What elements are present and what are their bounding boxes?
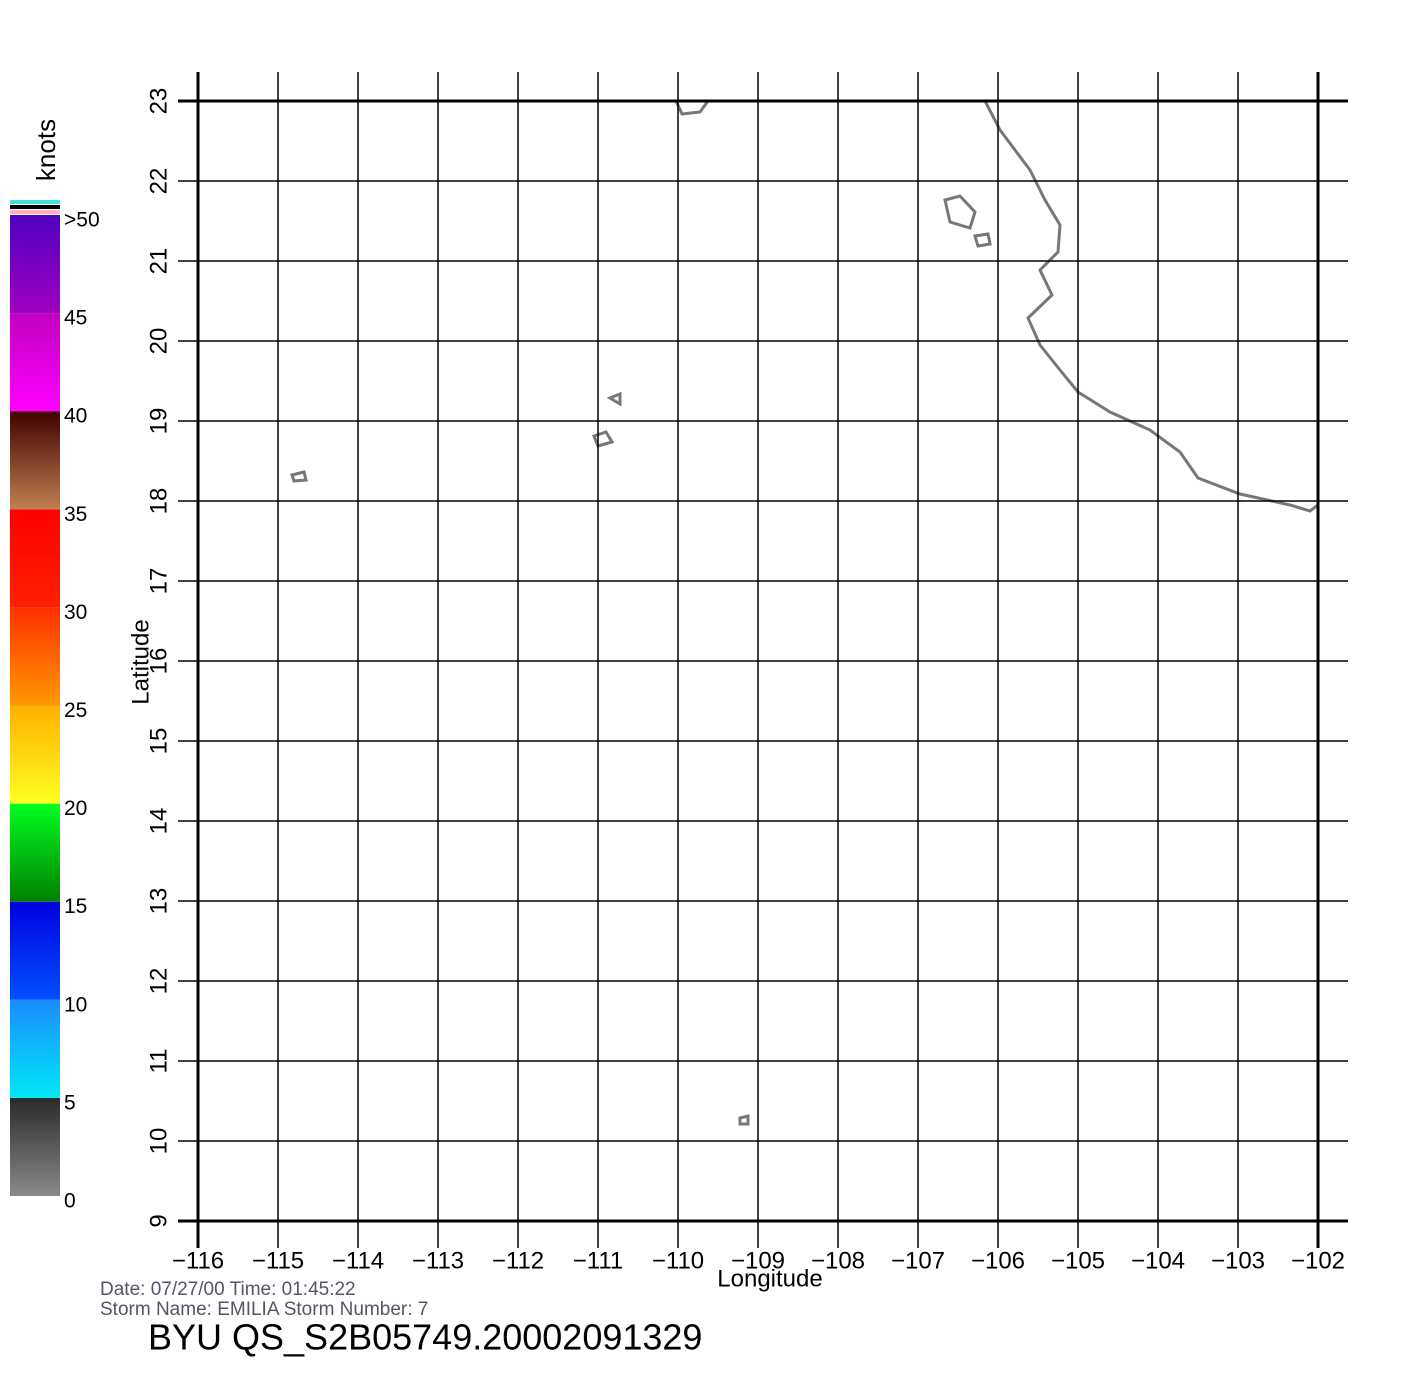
product-title: BYU QS_S2B05749.20002091329 <box>148 1317 702 1358</box>
colorbar-tick-label: 20 <box>64 797 87 820</box>
x-tick-label: −110 <box>652 1247 704 1274</box>
info-line: Storm Name: EMILIA Storm Number: 7 <box>100 1299 428 1320</box>
y-tick-label: 18 <box>145 488 172 515</box>
y-tick-label: 19 <box>145 408 172 435</box>
info-line: Date: 07/27/00 Time: 01:45:22 <box>100 1279 356 1300</box>
y-tick-label: 23 <box>145 88 172 115</box>
y-tick-label: 21 <box>145 248 172 275</box>
colorbar-band <box>10 313 60 412</box>
colorbar-cap <box>10 205 60 209</box>
colorbar-band <box>10 803 60 902</box>
colorbar-tick-label: 25 <box>64 699 87 722</box>
x-tick-label: −102 <box>1291 1247 1345 1274</box>
x-tick-label: −109 <box>731 1247 785 1274</box>
colorbar: 0 5 10 15 20 25 30 35 40 45 >50 <box>10 200 100 1213</box>
x-tick-label: −115 <box>252 1247 304 1274</box>
y-tick-label: 17 <box>145 568 172 595</box>
x-tick-label: −106 <box>971 1247 1025 1274</box>
x-tick-label: −108 <box>811 1247 865 1274</box>
x-tick-label: −107 <box>891 1247 945 1274</box>
y-tick-label: 16 <box>145 648 172 675</box>
colorbar-cap <box>10 210 60 214</box>
colorbar-title: knots <box>31 119 61 181</box>
y-tick-label: 13 <box>145 888 172 915</box>
colorbar-band <box>10 607 60 706</box>
coastline <box>290 100 1319 1126</box>
x-tick-label: −112 <box>492 1247 544 1274</box>
y-tick-label: 15 <box>145 728 172 755</box>
colorbar-tick-label: 10 <box>64 993 87 1016</box>
y-tick-label: 20 <box>145 328 172 355</box>
x-tick-label: −105 <box>1051 1247 1105 1274</box>
y-tick-label: 12 <box>145 968 172 995</box>
x-tick-label: −116 <box>172 1247 224 1274</box>
y-tick-label: 14 <box>145 808 172 835</box>
x-tick-label: −111 <box>573 1247 624 1274</box>
colorbar-band <box>10 999 60 1098</box>
y-tick-label: 9 <box>145 1214 172 1227</box>
colorbar-band <box>10 1097 60 1196</box>
x-tick-label: −114 <box>332 1247 384 1274</box>
colorbar-band <box>10 215 60 314</box>
x-axis-label: Longitude <box>717 1265 822 1292</box>
y-tick-label: 10 <box>145 1128 172 1155</box>
grid <box>178 72 1348 1248</box>
x-tick-label: −103 <box>1211 1247 1265 1274</box>
y-tick-label: 22 <box>145 168 172 195</box>
colorbar-tick-label: 40 <box>64 405 87 428</box>
colorbar-band <box>10 705 60 804</box>
colorbar-cap <box>10 200 60 204</box>
y-axis-label: Latitude <box>127 619 154 704</box>
x-tick-label: −104 <box>1131 1247 1185 1274</box>
colorbar-tick-label: 45 <box>64 307 87 330</box>
colorbar-tick-label: >50 <box>64 209 100 232</box>
colorbar-tick-label: 15 <box>64 895 87 918</box>
colorbar-band <box>10 411 60 510</box>
colorbar-band <box>10 901 60 1000</box>
colorbar-band <box>10 509 60 608</box>
colorbar-tick-label: 5 <box>64 1091 76 1114</box>
y-tick-label: 11 <box>145 1049 172 1074</box>
colorbar-tick-label: 0 <box>64 1190 76 1213</box>
colorbar-tick-label: 35 <box>64 503 87 526</box>
x-tick-label: −113 <box>412 1247 464 1274</box>
colorbar-tick-label: 30 <box>64 601 87 624</box>
